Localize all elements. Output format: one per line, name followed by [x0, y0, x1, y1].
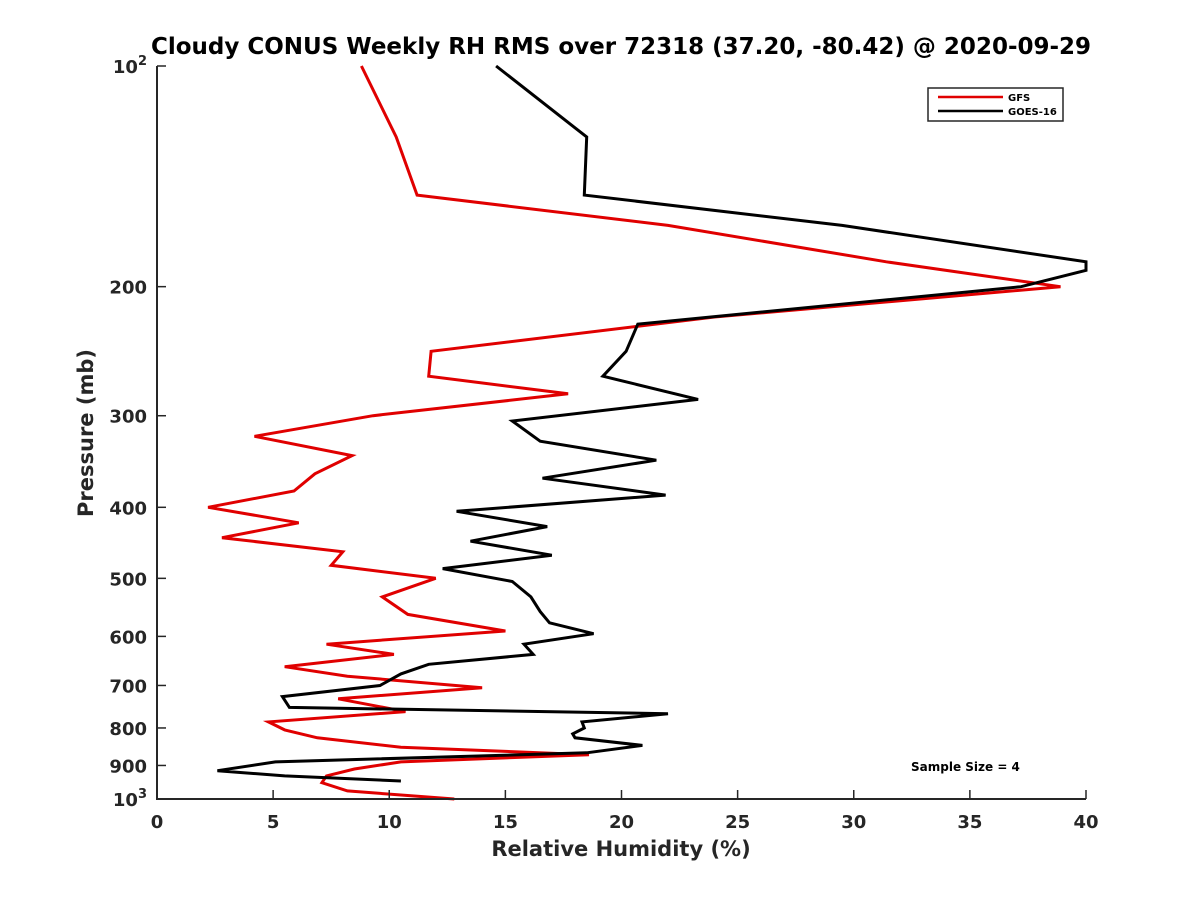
y-ticks: 102 200 300 400 500 600 700 800 900 103 — [109, 54, 166, 811]
x-tick-label: 40 — [1073, 812, 1098, 833]
y-tick-label: 700 — [109, 676, 147, 697]
y-tick-label: 400 — [109, 498, 147, 519]
y-tick-label: 900 — [109, 756, 147, 777]
series-group — [207, 64, 1088, 801]
x-axis-label: Relative Humidity (%) — [491, 837, 750, 861]
sample-size-annotation: Sample Size = 4 — [911, 760, 1020, 774]
legend-box — [927, 87, 1064, 122]
x-tick-label: 10 — [377, 812, 402, 833]
x-tick-label: 15 — [493, 812, 518, 833]
x-tick-label: 5 — [267, 812, 280, 833]
x-ticks: 0 5 10 15 20 25 30 35 40 — [151, 790, 1099, 833]
plot-area — [157, 66, 1086, 799]
legend-label-goes16: GOES-16 — [1008, 107, 1057, 118]
x-tick-label: 0 — [151, 812, 164, 833]
legend-label-gfs: GFS — [1008, 93, 1030, 104]
y-tick-label: 200 — [109, 278, 147, 299]
legend: GFS GOES-16 — [927, 87, 1064, 122]
y-tick-label: 103 — [113, 787, 147, 811]
y-tick-label: 300 — [109, 407, 147, 428]
x-tick-label: 25 — [725, 812, 750, 833]
y-tick-label: 500 — [109, 569, 147, 590]
y-tick-label: 800 — [109, 719, 147, 740]
x-tick-label: 20 — [609, 812, 634, 833]
x-tick-label: 30 — [841, 812, 866, 833]
y-tick-label: 600 — [109, 627, 147, 648]
series-line-gfs — [207, 65, 1061, 801]
y-tick-label: 102 — [113, 54, 147, 78]
chart-title: Cloudy CONUS Weekly RH RMS over 72318 (3… — [151, 34, 1091, 60]
series-line-goes16 — [217, 64, 1088, 783]
y-axis-label: Pressure (mb) — [74, 349, 98, 517]
x-tick-label: 35 — [957, 812, 982, 833]
